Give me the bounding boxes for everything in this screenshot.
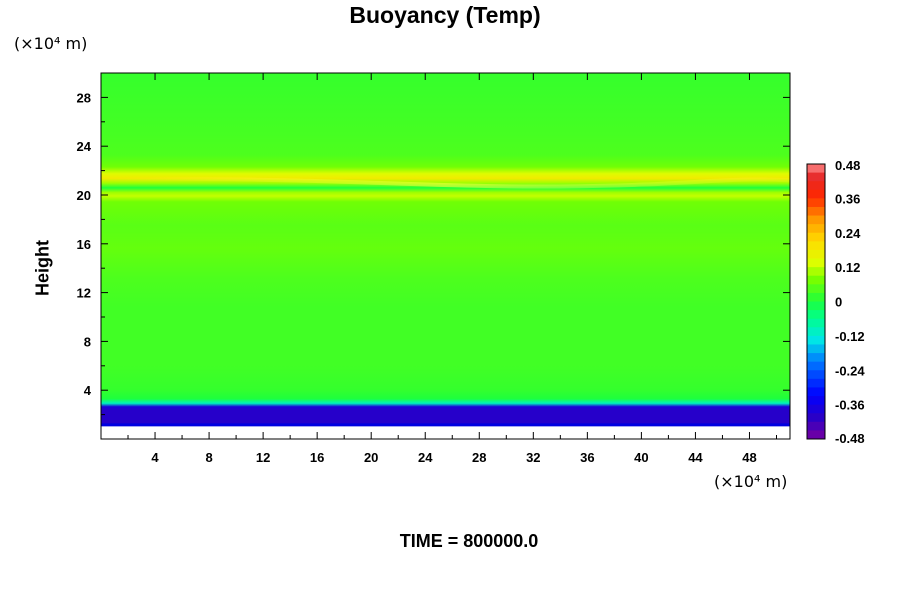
- colorbar-swatch: [807, 189, 825, 199]
- y-tick-label: 24: [77, 139, 92, 154]
- colorbar-label: 0.48: [835, 158, 860, 173]
- x-tick-label: 28: [472, 450, 486, 465]
- colorbar-label: -0.12: [835, 329, 865, 344]
- colorbar-label: 0.24: [835, 226, 861, 241]
- colorbar-swatch: [807, 284, 825, 294]
- x-tick-label: 4: [151, 450, 159, 465]
- colorbar-swatch: [807, 172, 825, 182]
- colorbar-swatch: [807, 198, 825, 208]
- y-tick-label: 12: [77, 286, 91, 301]
- y-axis-ticks: 4 8 12 16 20 24 28: [77, 90, 790, 416]
- colorbar-swatch: [807, 292, 825, 302]
- colorbar-swatch: [807, 327, 825, 337]
- colorbar-swatch: [807, 344, 825, 354]
- colorbar-swatch: [807, 232, 825, 242]
- y-tick-label: 4: [84, 383, 92, 398]
- colorbar-swatch: [807, 353, 825, 363]
- x-tick-label: 48: [742, 450, 756, 465]
- colorbar-label: -0.36: [835, 398, 865, 413]
- y-tick-label: 8: [84, 334, 91, 349]
- colorbar-label: 0.12: [835, 260, 860, 275]
- colorbar-swatch: [807, 241, 825, 251]
- colorbar-swatch: [807, 258, 825, 268]
- y-tick-label: 28: [77, 90, 91, 105]
- colorbar-label: 0.36: [835, 191, 860, 206]
- colorbar-swatch: [807, 215, 825, 225]
- colorbar-swatch: [807, 413, 825, 423]
- colorbar-swatch: [807, 267, 825, 277]
- plot-frame: [100, 72, 791, 440]
- colorbar-swatch: [807, 181, 825, 191]
- colorbar-swatch: [807, 404, 825, 414]
- colorbar-label: -0.24: [835, 363, 865, 378]
- x-tick-label: 12: [256, 450, 270, 465]
- colorbar-swatch: [807, 206, 825, 216]
- colorbar-swatch: [807, 224, 825, 234]
- colorbar-swatch: [807, 430, 825, 440]
- colorbar-swatch: [807, 335, 825, 345]
- y-axis-unit: (×10⁴ m): [14, 34, 88, 53]
- colorbar-swatch: [807, 301, 825, 311]
- colorbar: 0.48 0.36 0.24 0.12 0 -0.12 -0.24 -0.36 -0.48: [806, 158, 865, 446]
- heatmap-field-area: [101, 73, 790, 425]
- y-tick-label: 20: [77, 188, 91, 203]
- x-tick-label: 32: [526, 450, 540, 465]
- x-tick-label: 20: [364, 450, 378, 465]
- surface-cold-band: [101, 423, 790, 427]
- colorbar-swatch: [807, 370, 825, 380]
- colorbar-swatch: [807, 396, 825, 406]
- x-tick-label: 24: [418, 450, 433, 465]
- time-label: TIME = 800000.0: [399, 531, 539, 551]
- colorbar-label: -0.48: [835, 431, 865, 446]
- heatmap-field: [100, 73, 791, 427]
- colorbar-frame: [806, 163, 826, 440]
- warm-layer-band: [100, 177, 791, 189]
- colorbar-label: 0: [835, 295, 842, 310]
- colorbar-swatch: [807, 421, 825, 431]
- chart-title: Buoyancy (Temp): [349, 2, 541, 28]
- colorbar-swatch: [807, 361, 825, 371]
- x-tick-label: 44: [688, 450, 703, 465]
- colorbar-swatch: [807, 275, 825, 285]
- x-tick-label: 8: [205, 450, 212, 465]
- x-tick-label: 36: [580, 450, 594, 465]
- colorbar-swatch: [807, 378, 825, 388]
- colorbar-swatch: [807, 249, 825, 259]
- x-axis-unit: (×10⁴ m): [714, 472, 788, 491]
- colorbar-swatch: [807, 310, 825, 320]
- colorbar-swatch: [807, 318, 825, 328]
- colorbar-swatch: [807, 164, 825, 173]
- plot-axes: [100, 72, 791, 440]
- y-tick-label: 16: [77, 237, 91, 252]
- x-tick-label: 16: [310, 450, 324, 465]
- x-axis-ticks: 4 8 12 16 20 24 28 32 36 40 44 48: [127, 73, 777, 465]
- x-tick-label: 40: [634, 450, 648, 465]
- colorbar-swatch: [807, 387, 825, 397]
